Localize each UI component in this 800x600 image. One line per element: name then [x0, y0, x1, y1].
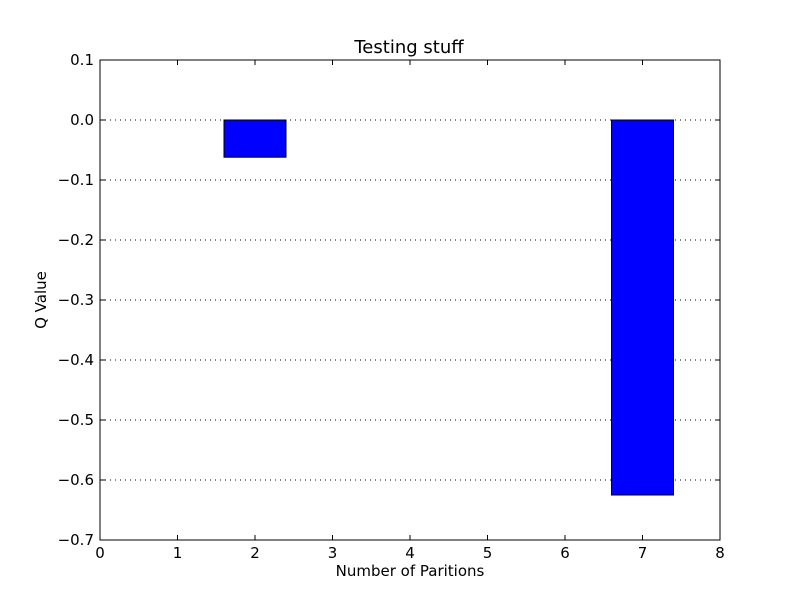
x-tick-label: 4 — [405, 544, 415, 562]
y-axis-title: Q Value — [32, 271, 50, 329]
bar — [611, 119, 674, 496]
y-tick-label: −0.4 — [58, 351, 94, 369]
y-tick-label: −0.7 — [58, 531, 94, 549]
chart-title: Testing stuff — [353, 37, 464, 58]
x-axis-title: Number of Paritions — [336, 562, 485, 580]
y-tick-label: 0.1 — [70, 51, 94, 69]
x-tick-label: 2 — [250, 544, 260, 562]
x-tick-label: 6 — [560, 544, 570, 562]
ticks — [99, 59, 721, 541]
x-tick-labels: 0 1 2 3 4 5 6 7 8 — [95, 544, 725, 562]
y-tick-labels: 0.1 0.0 −0.1 −0.2 −0.3 −0.4 −0.5 −0.6 −0.7 — [58, 51, 94, 549]
x-tick-label: 5 — [483, 544, 493, 562]
x-tick-label: 0 — [95, 544, 105, 562]
grid-lines — [100, 119, 720, 481]
y-tick-label: −0.3 — [58, 291, 94, 309]
bars — [223, 119, 674, 496]
x-tick-label: 7 — [638, 544, 648, 562]
y-tick-label: −0.1 — [58, 171, 94, 189]
bar — [223, 119, 287, 158]
x-tick-label: 1 — [173, 544, 183, 562]
y-tick-label: 0.0 — [70, 111, 94, 129]
y-tick-label: −0.2 — [58, 231, 94, 249]
x-tick-label: 3 — [328, 544, 338, 562]
y-tick-label: −0.5 — [58, 411, 94, 429]
x-tick-label: 8 — [715, 544, 725, 562]
y-tick-label: −0.6 — [58, 471, 94, 489]
